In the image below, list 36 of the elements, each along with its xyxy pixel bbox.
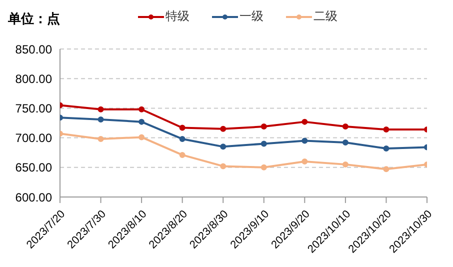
point — [179, 152, 186, 158]
point — [383, 145, 390, 152]
point — [302, 158, 308, 164]
point — [220, 163, 226, 170]
chart-title: 单位：点 — [8, 10, 60, 28]
legend-label: 一级 — [238, 8, 264, 25]
line-series — [60, 130, 427, 172]
point — [383, 166, 390, 172]
point — [342, 124, 348, 130]
point — [302, 138, 308, 144]
point — [138, 134, 145, 140]
y-tick-label: 750.00 — [15, 101, 52, 116]
point — [260, 164, 267, 170]
legend-label: 二级 — [312, 8, 338, 25]
point — [138, 106, 145, 112]
point — [342, 140, 348, 146]
point — [302, 118, 308, 125]
point — [98, 106, 104, 112]
point — [98, 136, 104, 142]
point — [179, 124, 186, 131]
point — [220, 126, 226, 132]
point — [98, 116, 104, 122]
point — [260, 140, 267, 147]
y-tick-label: 650.00 — [15, 160, 52, 175]
point — [220, 144, 226, 150]
y-tick-label: 850.00 — [15, 42, 52, 56]
y-tick-label: 800.00 — [15, 72, 52, 86]
line-series — [60, 114, 427, 152]
legend-label: 特级 — [164, 8, 190, 25]
y-tick-label: 700.00 — [15, 131, 52, 146]
y-tick-label: 600.00 — [15, 190, 52, 204]
point — [342, 161, 348, 168]
point — [383, 126, 390, 133]
point — [138, 118, 145, 125]
point — [260, 124, 267, 130]
point — [179, 136, 186, 142]
